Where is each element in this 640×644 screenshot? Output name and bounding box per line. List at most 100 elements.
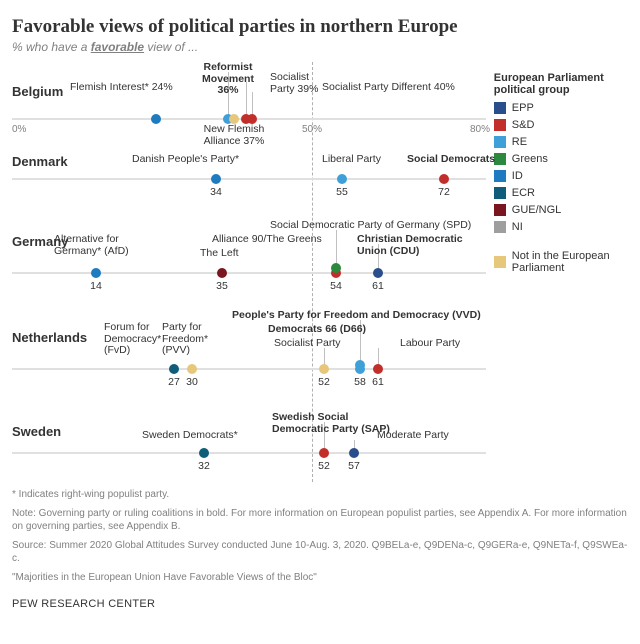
country-name: Netherlands bbox=[12, 330, 87, 345]
data-dot bbox=[373, 268, 383, 278]
country-name: Sweden bbox=[12, 424, 61, 439]
chart-subtitle: % who have a favorable view of ... bbox=[12, 40, 628, 54]
legend-label-notep: Not in the European Parliament bbox=[512, 250, 628, 274]
legend-swatch bbox=[494, 136, 506, 148]
value-label: 27 bbox=[168, 376, 180, 388]
data-dot bbox=[439, 174, 449, 184]
legend-item: GUE/NGL bbox=[494, 204, 628, 216]
value-label: 52 bbox=[318, 460, 330, 472]
legend-label: NI bbox=[512, 221, 523, 233]
value-label: 35 bbox=[216, 280, 228, 292]
point-label: Party forFreedom*(PVV) bbox=[162, 322, 208, 357]
data-dot bbox=[169, 364, 179, 374]
legend-swatch bbox=[494, 221, 506, 233]
subtitle-suffix: view of ... bbox=[144, 40, 198, 54]
point-label: Liberal Party bbox=[322, 154, 381, 166]
point-label: Alternative forGermany* (AfD) bbox=[54, 234, 129, 257]
value-label: 57 bbox=[348, 460, 360, 472]
data-dot bbox=[217, 268, 227, 278]
axis-min-label: 0% bbox=[12, 124, 26, 135]
chart-column: Belgium0%50%80%Flemish Interest* 24%Refo… bbox=[12, 62, 486, 482]
country-row: SwedenSweden Democrats*32Swedish SocialD… bbox=[12, 402, 486, 482]
legend-label: Greens bbox=[512, 153, 548, 165]
legend-item: ECR bbox=[494, 187, 628, 199]
subtitle-prefix: % who have a bbox=[12, 40, 91, 54]
legend-label: ECR bbox=[512, 187, 535, 199]
chart-title: Favorable views of political parties in … bbox=[12, 16, 628, 38]
note-line: "Majorities in the European Union Have F… bbox=[12, 571, 628, 584]
point-label: SocialistParty 39% bbox=[270, 72, 318, 95]
legend-item: ID bbox=[494, 170, 628, 182]
point-label: Moderate Party bbox=[377, 430, 449, 442]
point-label: Labour Party bbox=[400, 338, 460, 350]
legend-swatch bbox=[494, 170, 506, 182]
legend: European Parliament political group EPP S… bbox=[486, 62, 628, 482]
axis-mid-label: 50% bbox=[302, 124, 322, 135]
legend-label: RE bbox=[512, 136, 527, 148]
country-row: Denmark Danish People's Party* 34 Liberal P… bbox=[12, 140, 486, 210]
data-dot bbox=[373, 364, 383, 374]
value-label: 34 bbox=[210, 186, 222, 198]
value-label: 52 bbox=[318, 376, 330, 388]
main-area: Belgium0%50%80%Flemish Interest* 24%Refo… bbox=[12, 62, 628, 482]
legend-item: NI bbox=[494, 221, 628, 233]
legend-swatch-notep bbox=[494, 256, 506, 268]
legend-label: GUE/NGL bbox=[512, 204, 562, 216]
legend-label: ID bbox=[512, 170, 523, 182]
value-label: 30 bbox=[186, 376, 198, 388]
legend-swatch bbox=[494, 204, 506, 216]
point-label: People's Party for Freedom and Democracy… bbox=[232, 310, 481, 322]
legend-item: EPP bbox=[494, 102, 628, 114]
point-label: Democrats 66 (D66) bbox=[268, 324, 366, 336]
dot-track bbox=[12, 452, 486, 454]
notes-block: * Indicates right-wing populist party. No… bbox=[12, 488, 628, 584]
country-row: GermanyAlternative forGermany* (AfD)14Th… bbox=[12, 210, 486, 306]
legend-label: S&D bbox=[512, 119, 535, 131]
point-label: Socialist Party Different 40% bbox=[322, 82, 455, 94]
legend-swatch bbox=[494, 102, 506, 114]
note-line: Source: Summer 2020 Global Attitudes Sur… bbox=[12, 539, 628, 565]
legend-swatch bbox=[494, 187, 506, 199]
legend-item: Greens bbox=[494, 153, 628, 165]
axis-max-label: 80% bbox=[470, 124, 490, 135]
data-dot bbox=[247, 114, 257, 124]
point-label: Christian DemocraticUnion (CDU) bbox=[357, 234, 463, 257]
value-label: 54 bbox=[330, 280, 342, 292]
data-dot bbox=[151, 114, 161, 124]
legend-label: EPP bbox=[512, 102, 534, 114]
value-label: 14 bbox=[90, 280, 102, 292]
legend-item: S&D bbox=[494, 119, 628, 131]
data-dot bbox=[187, 364, 197, 374]
point-label: Social Democratic Party of Germany (SPD) bbox=[270, 220, 471, 232]
point-label: Social Democrats bbox=[407, 154, 495, 166]
dot-track bbox=[12, 272, 486, 274]
data-dot bbox=[91, 268, 101, 278]
country-name: Denmark bbox=[12, 154, 68, 169]
value-label: 58 bbox=[354, 376, 366, 388]
leader-line bbox=[246, 82, 247, 117]
dot-track bbox=[12, 368, 486, 370]
country-name: Belgium bbox=[12, 84, 63, 99]
footer-org: PEW RESEARCH CENTER bbox=[12, 592, 628, 610]
value-label: 61 bbox=[372, 376, 384, 388]
legend-swatch bbox=[494, 119, 506, 131]
point-label: Danish People's Party* bbox=[132, 154, 239, 166]
data-dot bbox=[337, 174, 347, 184]
point-label: Socialist Party bbox=[274, 338, 341, 350]
legend-title: European Parliament political group bbox=[494, 72, 628, 96]
data-dot bbox=[199, 448, 209, 458]
value-label: 72 bbox=[438, 186, 450, 198]
data-dot bbox=[355, 360, 365, 370]
point-label: Swedish SocialDemocratic Party (SAP) bbox=[272, 412, 390, 435]
value-label: 55 bbox=[336, 186, 348, 198]
data-dot bbox=[349, 448, 359, 458]
point-label: Sweden Democrats* bbox=[142, 430, 238, 442]
legend-item: RE bbox=[494, 136, 628, 148]
note-line: * Indicates right-wing populist party. bbox=[12, 488, 628, 501]
subtitle-emph: favorable bbox=[91, 40, 144, 54]
data-dot bbox=[331, 263, 341, 273]
legend-swatch bbox=[494, 153, 506, 165]
note-line: Note: Governing party or ruling coalitio… bbox=[12, 507, 628, 533]
data-dot bbox=[319, 448, 329, 458]
legend-item-notep: Not in the European Parliament bbox=[494, 250, 628, 274]
